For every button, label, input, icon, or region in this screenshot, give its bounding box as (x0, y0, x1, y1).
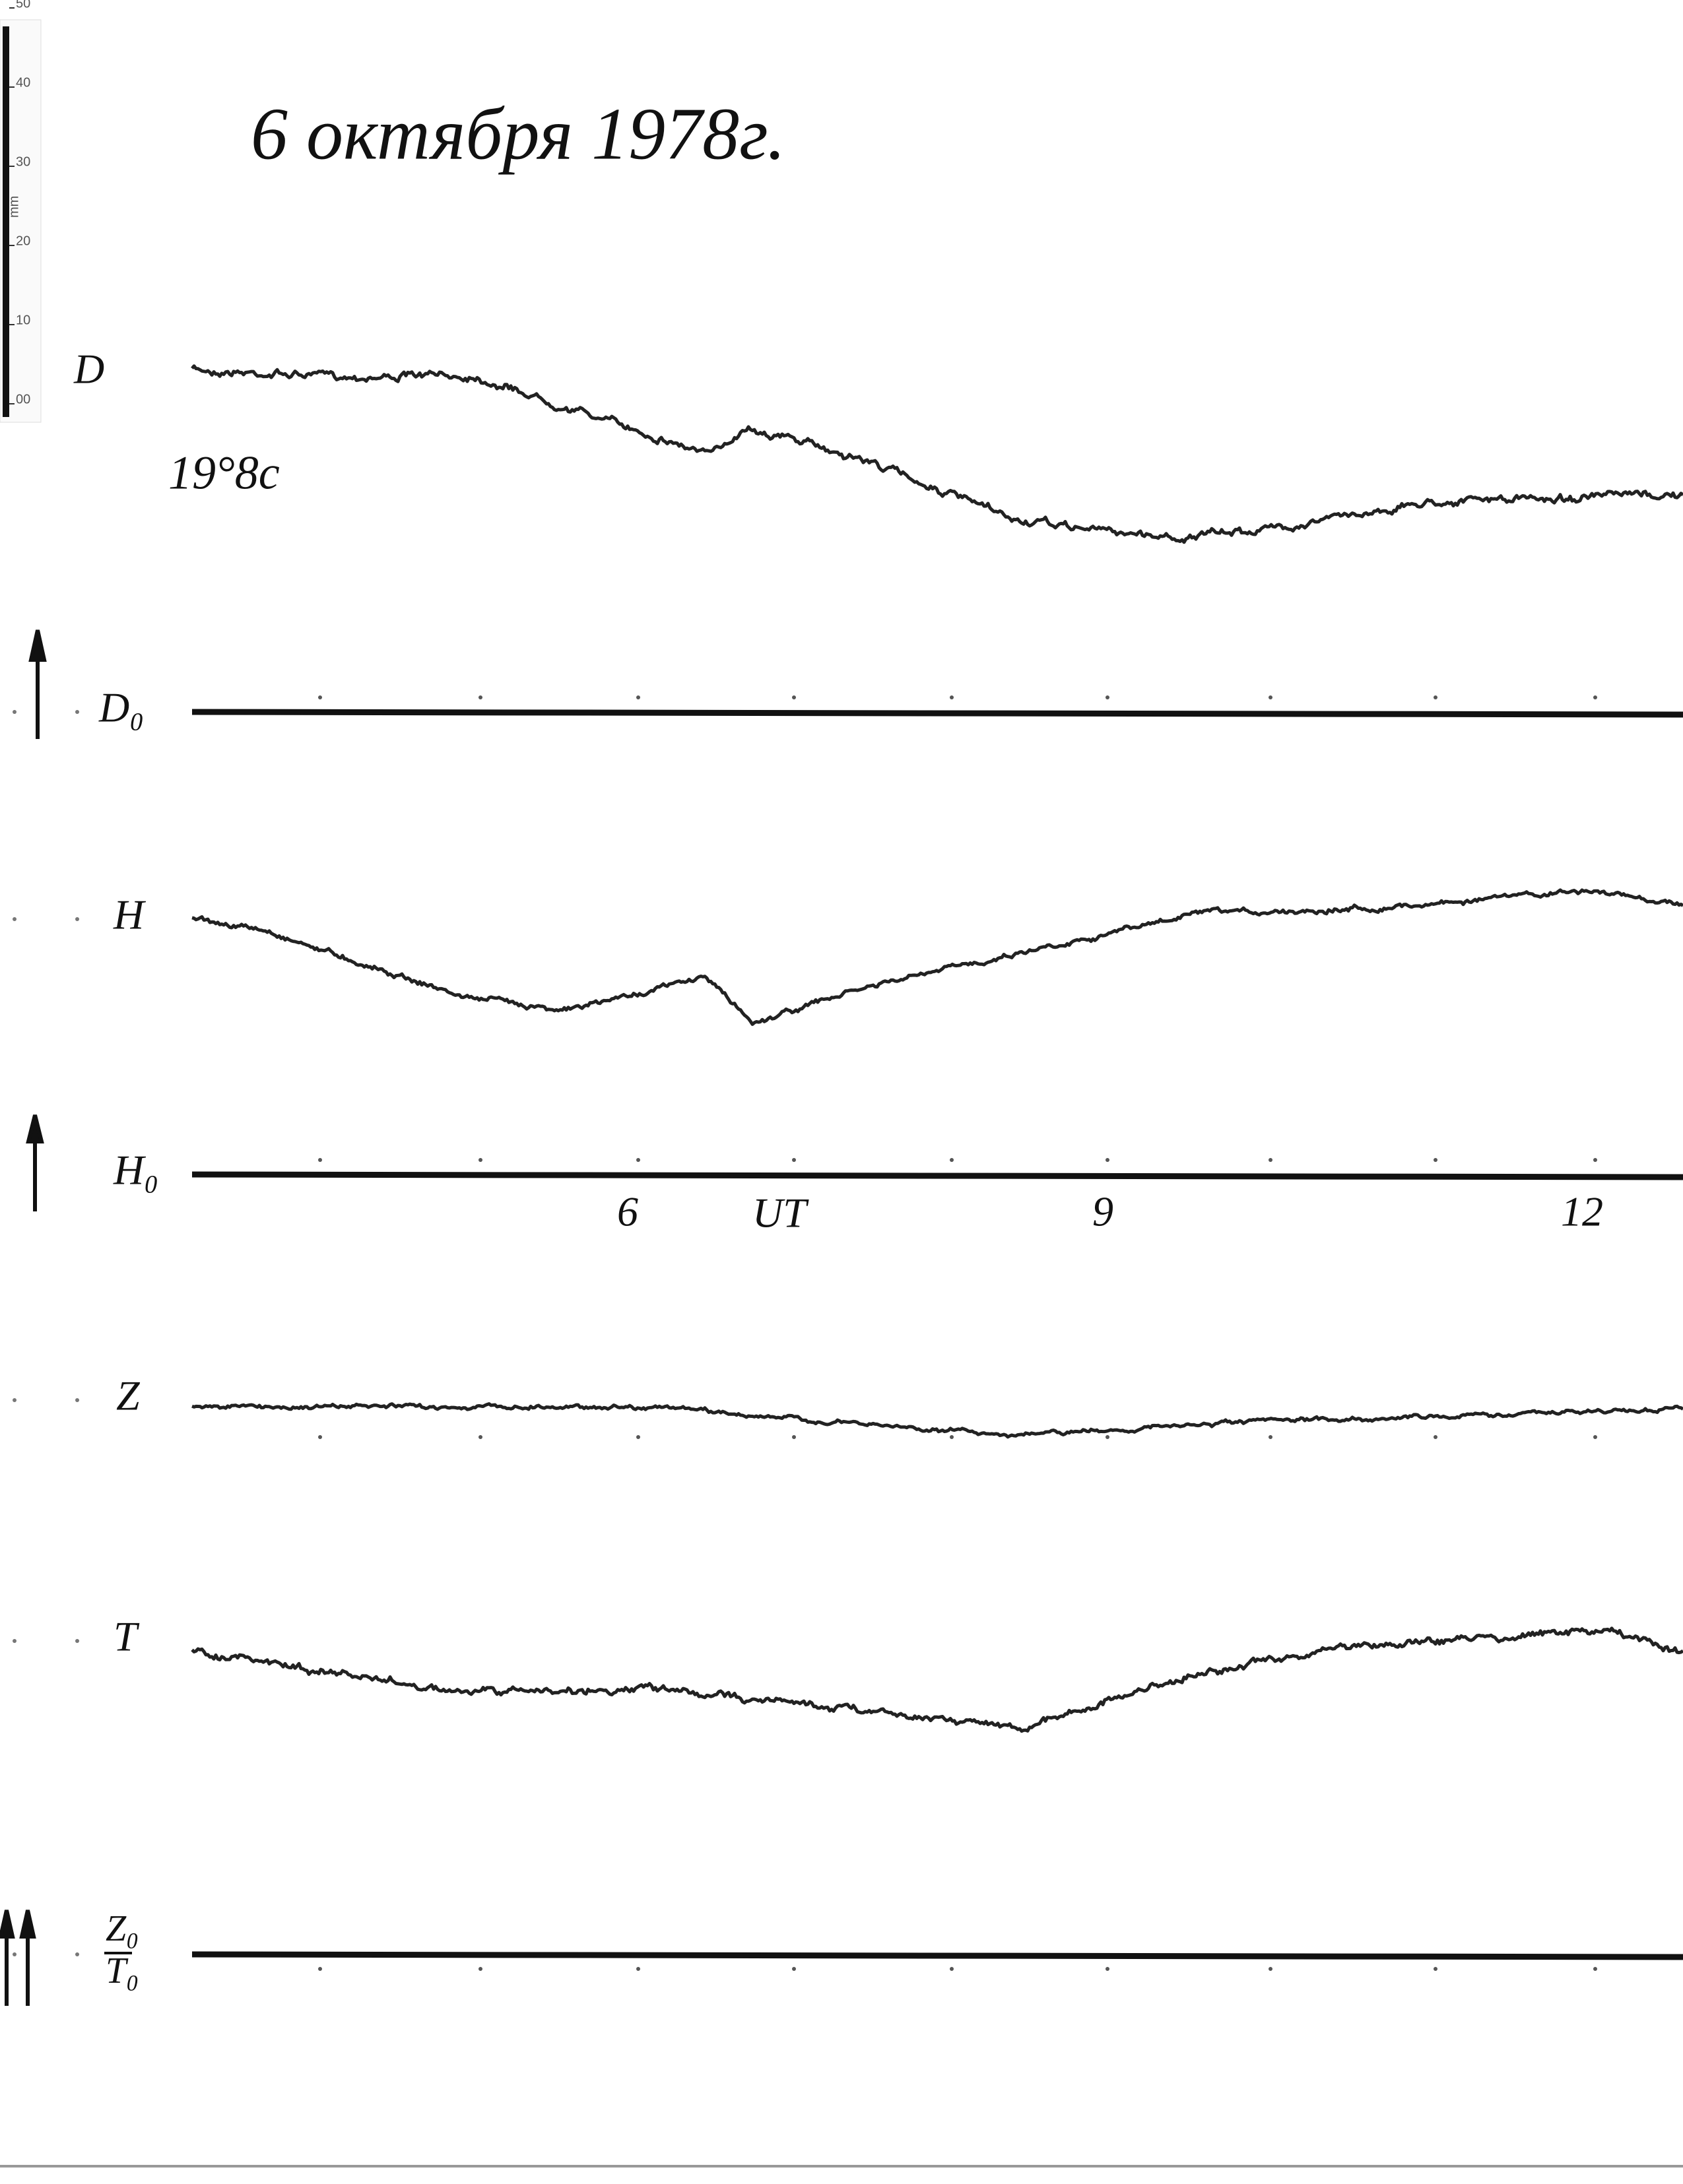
time-label: 6 (617, 1188, 638, 1235)
trace-note: 19°8c (168, 447, 280, 499)
baseline-label: T₀ (106, 1950, 139, 1991)
margin-dot (75, 1952, 79, 1956)
hour-dot (1106, 1967, 1109, 1971)
ruler-label: 40 (16, 75, 30, 90)
hour-dot (1106, 1158, 1109, 1162)
margin-dot (13, 917, 16, 921)
hour-dot (1269, 1967, 1272, 1971)
baseline (191, 1171, 1683, 1180)
hour-dot (950, 1435, 954, 1439)
margin-dot (75, 710, 79, 714)
margin-dot (75, 1639, 79, 1643)
hour-dot (792, 1435, 796, 1439)
baseline (191, 709, 1683, 718)
time-label: 12 (1561, 1188, 1603, 1235)
hour-dot (636, 1158, 640, 1162)
trace-label: D (73, 346, 104, 393)
margin-dot (13, 710, 16, 714)
margin-dot (13, 1639, 16, 1643)
hour-dot (1593, 1967, 1597, 1971)
hour-dot (792, 1158, 796, 1162)
hour-dot (318, 1967, 322, 1971)
ruler-bar (3, 26, 9, 417)
baseline-label: Z₀ (106, 1908, 139, 1949)
hour-dot (1434, 1435, 1437, 1439)
hour-dot (1106, 695, 1109, 699)
hour-dot (1593, 1158, 1597, 1162)
baseline-label: D₀ (98, 684, 144, 731)
baseline-label: H₀ (113, 1147, 158, 1194)
baseline (191, 1951, 1683, 1960)
time-label: 9 (1092, 1188, 1113, 1235)
hour-dot (636, 1967, 640, 1971)
trace-label: H (113, 891, 147, 938)
hour-dot (478, 695, 482, 699)
hour-dot (1593, 695, 1597, 699)
hour-dot (1434, 1158, 1437, 1162)
hour-dot (950, 1967, 954, 1971)
hour-dot (950, 695, 954, 699)
ruler-ticks: 00 10 20 30 40 50 (9, 0, 30, 406)
margin-dot (13, 1952, 16, 1956)
hour-dot (1269, 1158, 1272, 1162)
margin-dot (13, 1398, 16, 1402)
trace-label: Z (116, 1372, 141, 1419)
hour-dot (1434, 1967, 1437, 1971)
hour-dot (318, 695, 322, 699)
hour-dot (1593, 1435, 1597, 1439)
margin-dot (75, 917, 79, 921)
hour-dot (792, 695, 796, 699)
hour-dot (636, 695, 640, 699)
trace (191, 888, 1683, 1026)
ruler-label: 10 (16, 313, 30, 327)
hour-dot (478, 1158, 482, 1162)
trace-label: T (114, 1613, 140, 1660)
trace (191, 1402, 1683, 1439)
hour-dot (1106, 1435, 1109, 1439)
ruler-label: 50 (16, 0, 30, 11)
hour-dot (636, 1435, 640, 1439)
hour-dot (478, 1435, 482, 1439)
time-label: UT (752, 1190, 809, 1237)
hour-dot (792, 1967, 796, 1971)
ruler-label: 00 (16, 392, 30, 406)
hour-dot (1269, 695, 1272, 699)
hour-dot (478, 1967, 482, 1971)
hour-dot (1269, 1435, 1272, 1439)
hour-dot (318, 1158, 322, 1162)
title: 6 октября 1978г. (251, 94, 785, 176)
ruler-label: 20 (16, 234, 30, 248)
hour-dot (950, 1158, 954, 1162)
hour-dot (1434, 695, 1437, 699)
ruler-label: 30 (16, 154, 30, 169)
ruler-unit: mm (7, 196, 21, 218)
trace (191, 1626, 1683, 1733)
arrows (0, 629, 47, 2006)
traces (13, 364, 1683, 1971)
margin-dot (75, 1398, 79, 1402)
trace (191, 364, 1683, 544)
hour-dot (318, 1435, 322, 1439)
